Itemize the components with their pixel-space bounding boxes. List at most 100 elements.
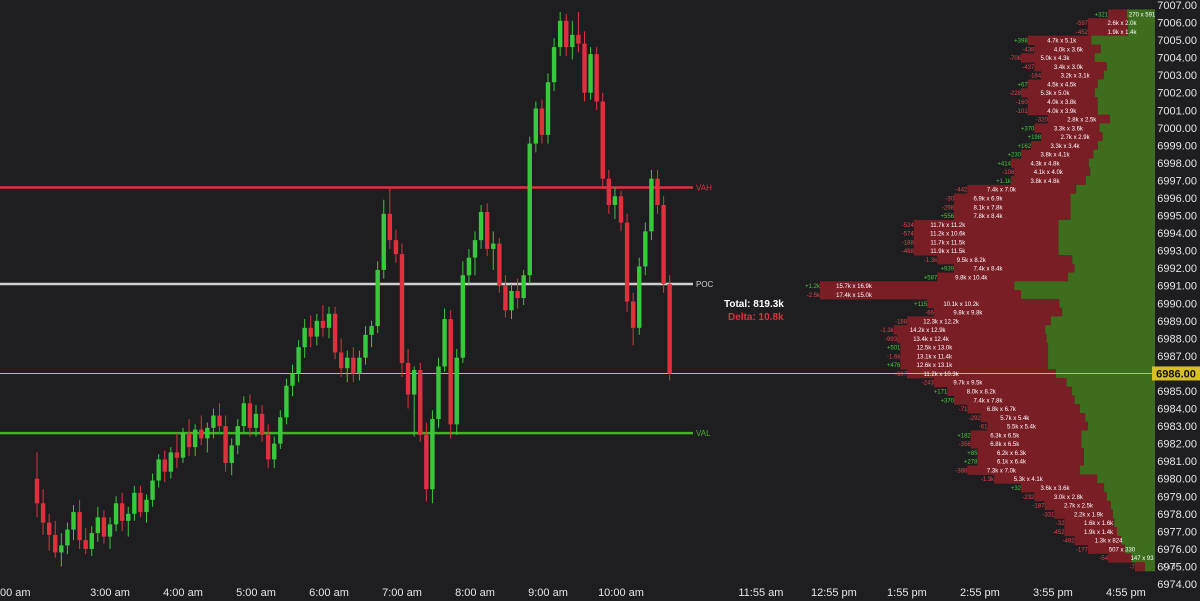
time-tick-label[interactable]: 1:55 pm xyxy=(887,587,927,599)
price-tick-label[interactable]: 7002.00 xyxy=(1157,88,1197,100)
profile-bar-buy xyxy=(1062,307,1155,317)
price-tick-label[interactable]: 6995.00 xyxy=(1157,211,1197,223)
profile-bar-buy xyxy=(1100,44,1155,54)
price-tick-label[interactable]: 7003.00 xyxy=(1157,70,1197,82)
profile-bar-sell xyxy=(927,298,1060,309)
bull-candle xyxy=(168,447,174,479)
price-tick-label[interactable]: 6977.00 xyxy=(1157,526,1197,538)
profile-bar-buy xyxy=(1091,35,1155,45)
bull-candle xyxy=(643,222,648,276)
price-tick-label[interactable]: 6994.00 xyxy=(1157,228,1197,240)
price-tick-label[interactable]: 6975.00 xyxy=(1157,561,1197,573)
candle-body xyxy=(436,366,441,420)
candle-body xyxy=(308,327,313,337)
price-tick-label[interactable]: 6991.00 xyxy=(1157,281,1197,293)
price-tick-label[interactable]: 7000.00 xyxy=(1157,123,1197,135)
bull-candle xyxy=(478,205,484,249)
profile-delta-label: -437 xyxy=(1022,65,1035,71)
bull-candle xyxy=(253,405,259,437)
price-tick-label[interactable]: 6983.00 xyxy=(1157,421,1197,433)
price-tick-label[interactable]: 6997.00 xyxy=(1157,175,1197,187)
price-tick-label[interactable]: 7007.00 xyxy=(1157,0,1197,12)
price-tick-label[interactable]: 6993.00 xyxy=(1157,246,1197,258)
time-tick-label[interactable]: 4:55 pm xyxy=(1106,587,1146,599)
price-tick-label[interactable]: 6996.00 xyxy=(1157,193,1197,205)
price-tick-label[interactable]: 7001.00 xyxy=(1157,105,1197,117)
price-tick-label[interactable]: 6984.00 xyxy=(1157,404,1197,416)
candle-body xyxy=(199,429,204,439)
time-tick-label[interactable]: 3:00 am xyxy=(90,587,130,599)
profile-bar-sell xyxy=(1021,483,1105,493)
time-tick-label[interactable]: 00 am xyxy=(0,587,31,599)
profile-delta-label: +230 xyxy=(1007,153,1021,159)
bull-candle xyxy=(95,506,101,542)
profile-bar-sell xyxy=(820,290,1021,300)
profile-delta-label: -320 xyxy=(1036,118,1049,124)
price-tick-label[interactable]: 7006.00 xyxy=(1157,18,1197,30)
bull-candle xyxy=(107,517,113,549)
time-tick-label[interactable]: 9:00 am xyxy=(528,587,568,599)
profile-delta-label: -597 xyxy=(1076,21,1089,27)
bear-candle xyxy=(53,520,58,558)
price-tick-label[interactable]: 6978.00 xyxy=(1157,509,1197,521)
time-tick-label[interactable]: 5:00 am xyxy=(236,587,276,599)
profile-delta-label: -187 xyxy=(1032,504,1045,510)
profile-bar-sell xyxy=(977,456,1084,467)
price-tick-label[interactable]: 7004.00 xyxy=(1157,53,1197,65)
bear-candle xyxy=(119,492,125,532)
bear-candle xyxy=(661,196,666,293)
profile-bar-buy xyxy=(1106,62,1155,72)
profile-volume-label: 14.2k x 12.9k xyxy=(910,328,947,334)
candle-body xyxy=(357,357,362,374)
price-tick-label[interactable]: 6979.00 xyxy=(1157,491,1197,503)
time-axis[interactable]: 00 am 3:00 am 4:00 am 5:00 am 6:00 am 7:00 am… xyxy=(0,587,1146,599)
bull-candle xyxy=(430,410,435,504)
bull-candle xyxy=(357,350,362,381)
price-tick-label[interactable]: 6987.00 xyxy=(1157,351,1197,363)
profile-delta-label: -61 xyxy=(979,425,988,431)
price-tick-label[interactable]: 6981.00 xyxy=(1157,456,1197,468)
candle-body xyxy=(150,480,155,500)
price-tick-label[interactable]: 7005.00 xyxy=(1157,35,1197,47)
price-tick-label[interactable]: 6980.00 xyxy=(1157,474,1197,486)
price-tick-label[interactable]: 6974.00 xyxy=(1157,579,1197,591)
candle-body xyxy=(484,212,490,249)
profile-delta-label: -1.3k xyxy=(880,328,894,334)
time-tick-label[interactable]: 12:55 pm xyxy=(811,587,857,599)
profile-delta-label: -331 xyxy=(1042,512,1055,518)
time-tick-label[interactable]: 7:00 am xyxy=(382,587,422,599)
time-tick-label[interactable]: 3:55 pm xyxy=(1033,587,1073,599)
profile-delta-label: -1.3k xyxy=(924,258,938,264)
price-tick-label[interactable]: 6988.00 xyxy=(1157,333,1197,345)
profile-bar-sell xyxy=(1034,123,1100,133)
time-tick-label[interactable]: 2:55 pm xyxy=(960,587,1000,599)
profile-volume-label: 3.4k x 3.0k xyxy=(1054,65,1084,71)
profile-bar-sell xyxy=(1034,62,1107,72)
time-tick-label[interactable]: 4:00 am xyxy=(163,587,203,599)
profile-bar-buy xyxy=(1048,342,1155,353)
price-tick-label[interactable]: 6990.00 xyxy=(1157,298,1197,310)
price-tick-label[interactable]: 6999.00 xyxy=(1157,140,1197,152)
bull-candle xyxy=(411,366,417,437)
time-tick-label[interactable]: 11:55 am xyxy=(738,587,783,599)
time-tick-label[interactable]: 6:00 am xyxy=(309,587,349,599)
price-tick-label[interactable]: 6992.00 xyxy=(1157,263,1197,275)
profile-bar-buy xyxy=(1102,132,1155,142)
candle-body xyxy=(545,82,551,135)
price-tick-label[interactable]: 6998.00 xyxy=(1157,158,1197,170)
profile-bar-sell xyxy=(1108,9,1127,19)
price-axis[interactable]: 6974.00 6975.00 6976.00 6977.00 6978.00 6979.… xyxy=(1152,0,1200,591)
candle-body xyxy=(192,429,198,448)
profile-bar-buy xyxy=(1066,377,1155,388)
price-tick-label[interactable]: 6976.00 xyxy=(1157,544,1197,556)
price-tick-label[interactable]: 6982.00 xyxy=(1157,439,1197,451)
price-tick-label[interactable]: 6985.00 xyxy=(1157,386,1197,398)
price-tick-label[interactable]: 6989.00 xyxy=(1157,316,1197,328)
time-tick-label[interactable]: 10:00 am xyxy=(598,587,644,599)
profile-bar-buy xyxy=(1085,412,1155,423)
profile-delta-label: +398 xyxy=(1014,39,1028,45)
bull-candle xyxy=(302,319,307,358)
time-tick-label[interactable]: 8:00 am xyxy=(455,587,495,599)
profile-bar-buy xyxy=(1144,562,1155,572)
